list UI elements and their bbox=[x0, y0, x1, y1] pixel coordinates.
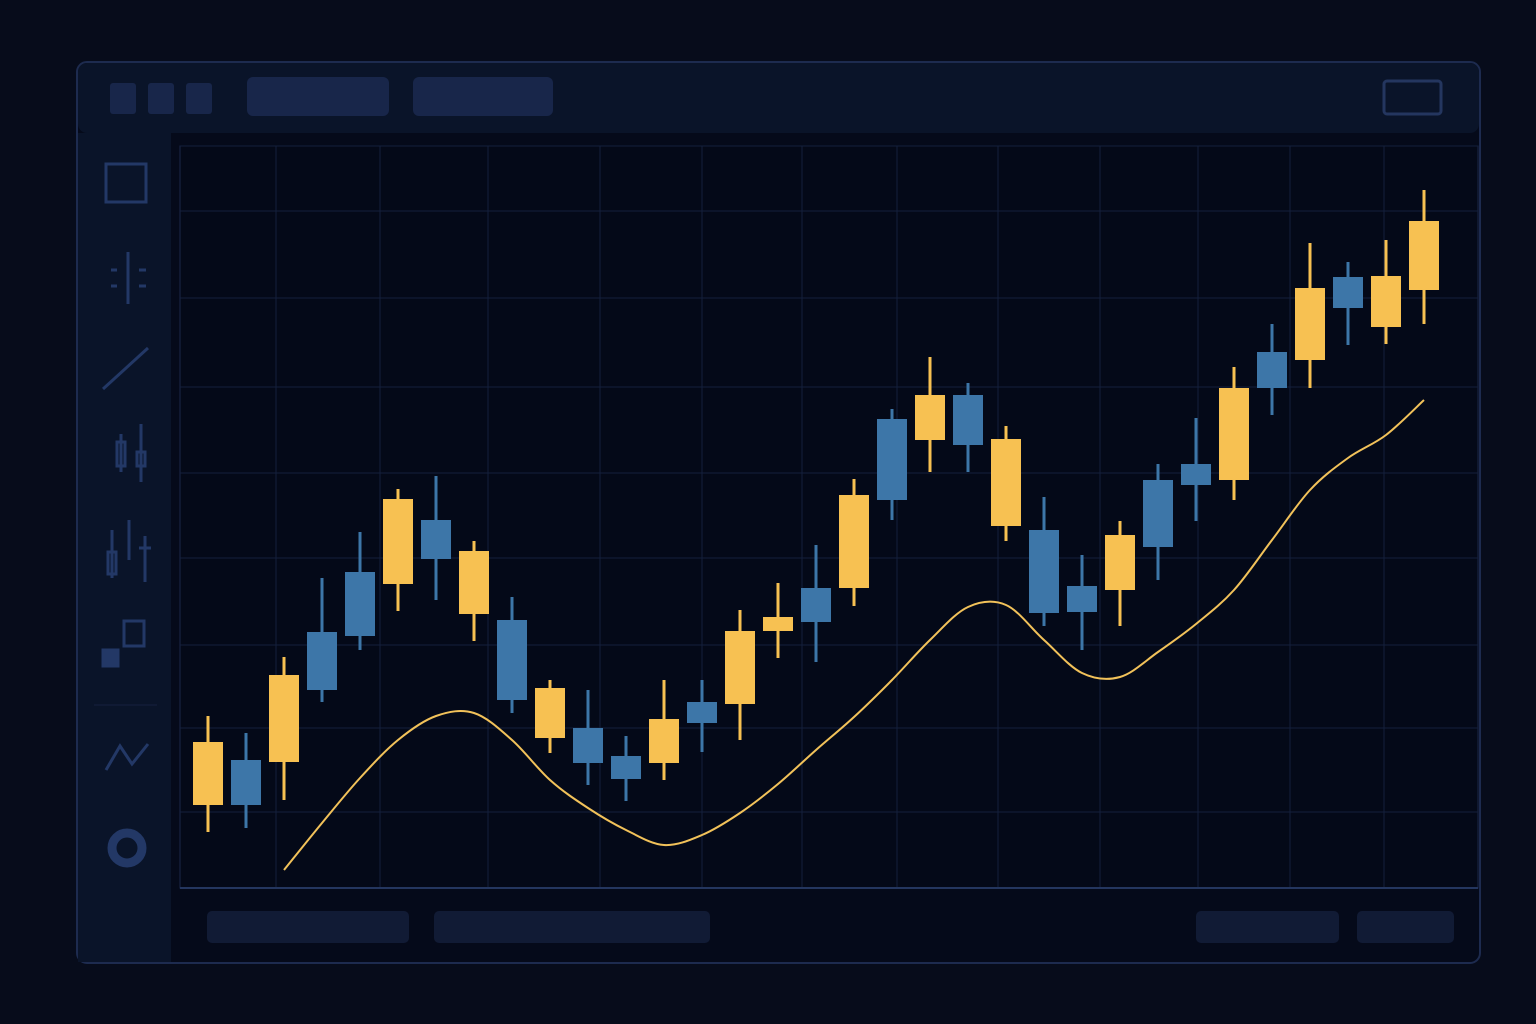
candle-body bbox=[421, 520, 451, 559]
candle-body bbox=[1067, 586, 1097, 612]
candle-body bbox=[801, 588, 831, 622]
window-button[interactable] bbox=[148, 83, 174, 114]
moving-average-line bbox=[283, 399, 1425, 871]
status-pill[interactable] bbox=[1196, 911, 1339, 943]
candle-body bbox=[877, 419, 907, 500]
select-tool[interactable] bbox=[104, 162, 148, 204]
window-button[interactable] bbox=[186, 83, 212, 114]
candle-body bbox=[383, 499, 413, 584]
candle-body bbox=[763, 617, 793, 631]
candle-body bbox=[1257, 352, 1287, 388]
candle-body bbox=[915, 395, 945, 440]
candle-body bbox=[649, 719, 679, 763]
candle-body bbox=[345, 572, 375, 636]
candle-body bbox=[839, 495, 869, 588]
candle-body bbox=[1295, 288, 1325, 360]
candle-body bbox=[193, 742, 223, 805]
candle-body bbox=[269, 675, 299, 762]
status-pill[interactable] bbox=[434, 911, 710, 943]
sidebar bbox=[78, 133, 171, 962]
plot-area bbox=[179, 145, 1479, 889]
candle-body bbox=[497, 620, 527, 700]
candle-body bbox=[1409, 221, 1439, 290]
status-pill[interactable] bbox=[1357, 911, 1454, 943]
candle-body bbox=[231, 760, 261, 805]
candle-body bbox=[459, 551, 489, 614]
shape-tool[interactable] bbox=[101, 619, 146, 668]
indicator-tool[interactable] bbox=[104, 743, 150, 771]
window-button[interactable] bbox=[110, 83, 136, 114]
crosshair-tool[interactable] bbox=[111, 252, 146, 304]
candle-body bbox=[611, 756, 641, 779]
tab[interactable] bbox=[247, 77, 389, 116]
candle-body bbox=[1371, 276, 1401, 327]
candle-body bbox=[991, 439, 1021, 526]
tab[interactable] bbox=[413, 77, 553, 116]
candle-body bbox=[725, 631, 755, 704]
candle-body bbox=[307, 632, 337, 690]
candle-body bbox=[953, 395, 983, 445]
candle-body bbox=[1029, 530, 1059, 613]
bar-tool[interactable] bbox=[106, 520, 151, 582]
candle-body bbox=[1181, 464, 1211, 485]
candle-body bbox=[687, 702, 717, 723]
vertical-grid bbox=[275, 146, 1385, 888]
candle-body bbox=[1105, 535, 1135, 590]
status-pill[interactable] bbox=[207, 911, 409, 943]
candle-body bbox=[1143, 480, 1173, 547]
tool-icons bbox=[94, 162, 157, 868]
line-tool[interactable] bbox=[101, 346, 150, 391]
candle-body bbox=[1333, 277, 1363, 308]
candle-body bbox=[1219, 388, 1249, 480]
candle-body bbox=[535, 688, 565, 738]
window-control[interactable] bbox=[1382, 79, 1443, 116]
candle-body bbox=[573, 728, 603, 763]
settings-tool[interactable] bbox=[107, 828, 147, 868]
chart bbox=[180, 145, 1478, 889]
candle-tool[interactable] bbox=[115, 424, 147, 482]
